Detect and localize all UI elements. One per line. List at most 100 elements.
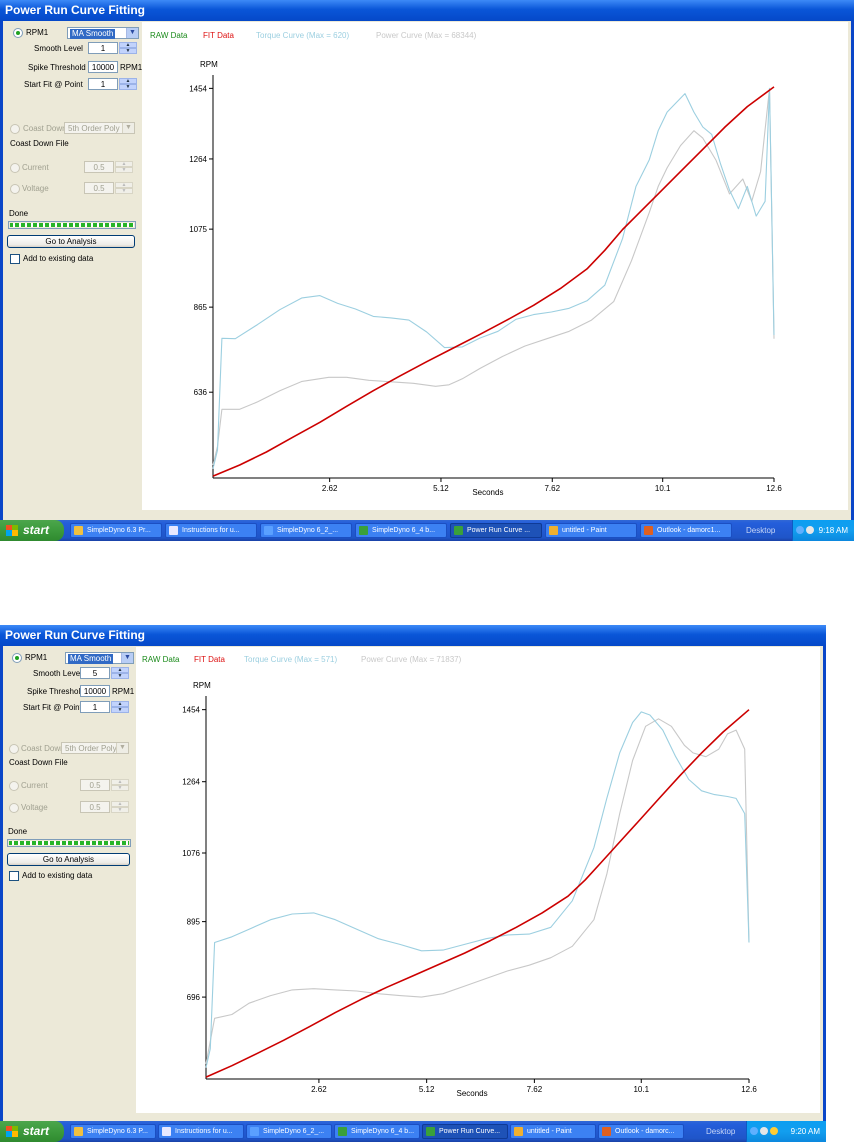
- start-fit-stepper[interactable]: ▲ ▼: [111, 701, 129, 713]
- taskbar-button[interactable]: untitled - Paint: [545, 523, 637, 538]
- spin-up-icon[interactable]: ▲: [115, 161, 133, 167]
- spin-up-icon[interactable]: ▲: [111, 801, 129, 807]
- spin-up-icon[interactable]: ▲: [119, 78, 137, 84]
- windows-logo-icon: [6, 525, 18, 536]
- spin-up-icon[interactable]: ▲: [111, 667, 129, 673]
- taskbar-button[interactable]: SimpleDyno 6_2_...: [246, 1124, 332, 1139]
- taskbar-button[interactable]: SimpleDyno 6_4 b...: [334, 1124, 420, 1139]
- y-tick-label: 1454: [189, 84, 207, 93]
- volume-icon[interactable]: [760, 1127, 768, 1135]
- network-icon[interactable]: [796, 526, 804, 534]
- start-fit-input[interactable]: 1: [88, 78, 118, 90]
- voltage-input[interactable]: 0.5: [80, 801, 110, 813]
- legend-torque: Torque Curve (Max = 620): [256, 31, 350, 40]
- taskbar-button[interactable]: SimpleDyno 6.3 Pr...: [70, 523, 162, 538]
- taskbar-button[interactable]: Instructions for u...: [158, 1124, 244, 1139]
- current-radio[interactable]: [9, 781, 19, 791]
- spin-down-icon[interactable]: ▼: [115, 188, 133, 194]
- clock[interactable]: 9:18 AM: [818, 526, 848, 535]
- taskbar-button[interactable]: Power Run Curve...: [422, 1124, 508, 1139]
- chevron-down-icon[interactable]: ▼: [116, 743, 128, 753]
- volume-icon[interactable]: [806, 526, 814, 534]
- network-icon[interactable]: [750, 1127, 758, 1135]
- smooth-level-input[interactable]: 1: [88, 42, 118, 54]
- app-icon: [264, 526, 273, 535]
- y-tick-label: 1264: [189, 155, 207, 164]
- taskbar-button[interactable]: Outlook - damorc...: [598, 1124, 684, 1139]
- desktop-toolbar[interactable]: Desktop: [746, 526, 776, 535]
- coast-down-radio[interactable]: [9, 744, 19, 754]
- spin-down-icon[interactable]: ▼: [119, 48, 137, 54]
- spin-up-icon[interactable]: ▲: [111, 779, 129, 785]
- taskbar-button[interactable]: SimpleDyno 6_2_...: [260, 523, 352, 538]
- go-to-analysis-button[interactable]: Go to Analysis: [7, 235, 135, 248]
- spin-down-icon[interactable]: ▼: [111, 673, 129, 679]
- window-title-bar[interactable]: Power Run Curve Fitting: [0, 0, 854, 21]
- app-icon: [250, 1127, 259, 1136]
- rpm1-radio[interactable]: [13, 28, 23, 38]
- go-to-analysis-button[interactable]: Go to Analysis: [7, 853, 130, 866]
- smooth-level-input[interactable]: 5: [80, 667, 110, 679]
- start-fit-label: Start Fit @ Point: [23, 703, 82, 712]
- smooth-level-stepper[interactable]: ▲ ▼: [111, 667, 129, 679]
- spin-down-icon[interactable]: ▼: [115, 167, 133, 173]
- current-stepper[interactable]: ▲ ▼: [111, 779, 129, 791]
- coast-down-mode-select[interactable]: 5th Order Poly ▼: [64, 122, 135, 134]
- spin-up-icon[interactable]: ▲: [119, 42, 137, 48]
- spin-down-icon[interactable]: ▼: [111, 785, 129, 791]
- spin-up-icon[interactable]: ▲: [111, 701, 129, 707]
- spin-down-icon[interactable]: ▼: [111, 807, 129, 813]
- start-fit-input[interactable]: 1: [80, 701, 110, 713]
- taskbar-button[interactable]: SimpleDyno 6_4 b...: [355, 523, 447, 538]
- voltage-stepper[interactable]: ▲ ▼: [115, 182, 133, 194]
- spike-threshold-input[interactable]: 10000: [80, 685, 110, 697]
- spin-up-icon[interactable]: ▲: [115, 182, 133, 188]
- x-tick-label: 5.12: [433, 484, 449, 493]
- chevron-down-icon[interactable]: ▼: [126, 28, 138, 38]
- taskbar-button[interactable]: untitled - Paint: [510, 1124, 596, 1139]
- current-input[interactable]: 0.5: [80, 779, 110, 791]
- series-line-fit_line: [212, 86, 775, 477]
- screenshot-2: Power Run Curve Fitting RPM1 MA Smooth ▼…: [0, 625, 826, 1142]
- taskbar-button[interactable]: Outlook - damorc1...: [640, 523, 732, 538]
- taskbar-button-label: Power Run Curve...: [439, 1128, 501, 1135]
- smoothing-mode-value: MA Smooth: [68, 654, 114, 664]
- smoothing-mode-select[interactable]: MA Smooth ▼: [65, 652, 134, 664]
- chevron-down-icon[interactable]: ▼: [121, 653, 133, 663]
- desktop-toolbar[interactable]: Desktop: [706, 1127, 736, 1136]
- legend-fit: FIT Data: [203, 31, 234, 40]
- spin-down-icon[interactable]: ▼: [111, 707, 129, 713]
- add-existing-checkbox[interactable]: [9, 871, 19, 881]
- taskbar-button[interactable]: SimpleDyno 6.3 P...: [70, 1124, 156, 1139]
- voltage-stepper[interactable]: ▲ ▼: [111, 801, 129, 813]
- rpm1-radio[interactable]: [12, 653, 22, 663]
- taskbar-button-label: Instructions for u...: [182, 527, 240, 534]
- taskbar-button[interactable]: Instructions for u...: [165, 523, 257, 538]
- smooth-level-stepper[interactable]: ▲ ▼: [119, 42, 137, 54]
- start-button[interactable]: start: [0, 1121, 64, 1142]
- taskbar-button-label: SimpleDyno 6.3 Pr...: [87, 527, 151, 534]
- voltage-radio[interactable]: [10, 184, 20, 194]
- coast-down-mode-select[interactable]: 5th Order Poly ▼: [61, 742, 129, 754]
- smoothing-mode-select[interactable]: MA Smooth ▼: [67, 27, 139, 39]
- spin-down-icon[interactable]: ▼: [119, 84, 137, 90]
- start-button[interactable]: start: [0, 520, 64, 541]
- start-fit-stepper[interactable]: ▲ ▼: [119, 78, 137, 90]
- spike-threshold-input[interactable]: 10000: [88, 61, 118, 73]
- current-stepper[interactable]: ▲ ▼: [115, 161, 133, 173]
- current-input[interactable]: 0.5: [84, 161, 114, 173]
- coast-down-radio[interactable]: [10, 124, 20, 134]
- taskbar-button[interactable]: Power Run Curve ...: [450, 523, 542, 538]
- current-radio[interactable]: [10, 163, 20, 173]
- window-title: Power Run Curve Fitting: [5, 628, 146, 642]
- alert-icon[interactable]: [770, 1127, 778, 1135]
- clock[interactable]: 9:20 AM: [790, 1127, 820, 1136]
- voltage-input[interactable]: 0.5: [84, 182, 114, 194]
- taskbar-button-label: untitled - Paint: [527, 1128, 572, 1135]
- voltage-radio[interactable]: [9, 803, 19, 813]
- taskbar-button-label: Outlook - damorc...: [615, 1128, 675, 1135]
- window-title-bar[interactable]: Power Run Curve Fitting: [0, 625, 826, 646]
- chevron-down-icon[interactable]: ▼: [122, 123, 134, 133]
- add-existing-checkbox[interactable]: [10, 254, 20, 264]
- app-icon: [426, 1127, 435, 1136]
